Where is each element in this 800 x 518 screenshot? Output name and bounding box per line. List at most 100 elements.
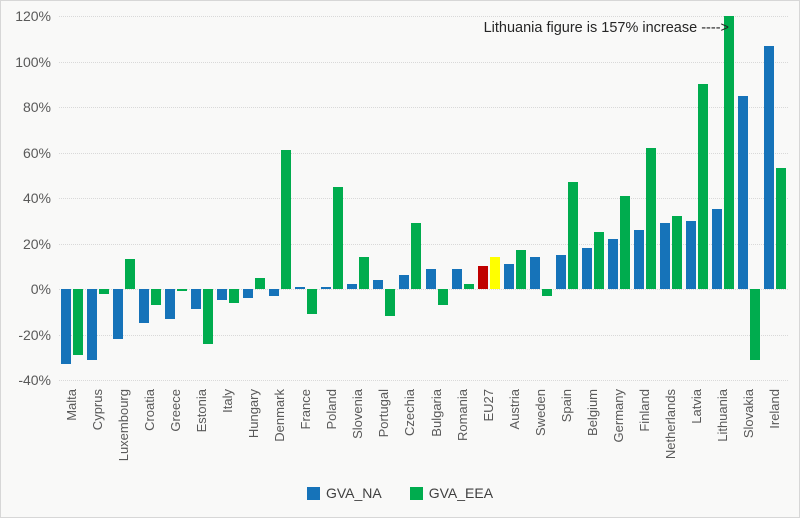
- xlabel-bulgaria: Bulgaria: [428, 389, 444, 437]
- ytick-label-20: 20%: [22, 235, 51, 252]
- gridline-20: [59, 243, 788, 245]
- bar-gva-eea-lithuania: [723, 16, 734, 289]
- xlabel-germany: Germany: [610, 389, 626, 443]
- bar-gva-na-austria: [503, 263, 514, 289]
- xlabel-belgium: Belgium: [584, 389, 600, 436]
- bar-gva-na-estonia: [191, 289, 202, 310]
- ytick-label-60: 60%: [22, 144, 51, 161]
- bar-gva-na-slovakia: [737, 95, 748, 289]
- bar-gva-eea-hungary: [255, 277, 266, 289]
- bar-gva-na-belgium: [581, 248, 592, 289]
- bar-gva-na-sweden: [529, 257, 540, 289]
- bar-gva-eea-finland: [645, 147, 656, 289]
- bar-gva-na-latvia: [685, 220, 696, 289]
- xlabel-spain: Spain: [558, 389, 574, 423]
- bar-gva-na-luxembourg: [113, 289, 124, 340]
- bar-gva-eea-denmark: [281, 150, 292, 289]
- bar-gva-eea-sweden: [541, 289, 552, 296]
- xlabel-latvia: Latvia: [688, 389, 704, 424]
- bar-gva-eea-austria: [515, 250, 526, 289]
- bar-gva-eea-slovenia: [359, 257, 370, 289]
- bar-gva-na-lithuania: [711, 209, 722, 289]
- xlabel-romania: Romania: [454, 389, 470, 442]
- xlabel-slovenia: Slovenia: [350, 389, 366, 439]
- xlabel-netherlands: Netherlands: [662, 389, 678, 460]
- bar-gva-na-denmark: [269, 289, 280, 296]
- bar-gva-na-bulgaria: [425, 268, 436, 289]
- bar-gva-na-italy: [217, 289, 228, 301]
- xlabel-austria: Austria: [506, 389, 522, 430]
- xlabel-denmark: Denmark: [272, 389, 288, 442]
- bar-gva-na-greece: [165, 289, 176, 319]
- gridline-40: [59, 198, 788, 199]
- bar-gva-na-hungary: [243, 289, 254, 299]
- gridline-0: [59, 289, 788, 290]
- xlabel-malta: Malta: [64, 389, 80, 421]
- bar-gva-na-portugal: [373, 279, 384, 289]
- xlabel-portugal: Portugal: [376, 389, 392, 438]
- xlabel-slovakia: Slovakia: [740, 389, 756, 439]
- bar-gva-na-ireland: [763, 45, 774, 289]
- legend-label-gva-eea: GVA_EEA: [428, 485, 494, 501]
- gridline--40: [59, 380, 788, 381]
- bar-gva-eea-italy: [229, 289, 240, 303]
- bar-gva-eea-poland: [333, 186, 344, 289]
- bar-gva-eea-latvia: [697, 84, 708, 289]
- gridline-60: [59, 152, 788, 154]
- bar-gva-na-eu27: [477, 266, 488, 289]
- legend-label-gva-na: GVA_NA: [325, 485, 382, 501]
- bar-gva-eea-romania: [463, 284, 474, 289]
- bar-gva-eea-estonia: [203, 289, 214, 344]
- ytick-label-40: 40%: [22, 190, 51, 206]
- legend-item-gva-na: GVA_NA: [306, 485, 382, 501]
- gridline-120: [59, 16, 788, 17]
- legend-item-gva-eea: GVA_EEA: [409, 485, 494, 501]
- ytick-label-80: 80%: [22, 99, 51, 115]
- bar-gva-eea-eu27: [489, 257, 500, 289]
- bar-gva-eea-netherlands: [671, 216, 682, 289]
- bar-gva-na-poland: [321, 286, 332, 289]
- xlabel-greece: Greece: [168, 389, 184, 432]
- bar-gva-na-finland: [633, 229, 644, 289]
- xlabel-croatia: Croatia: [142, 389, 158, 431]
- bar-gva-na-cyprus: [87, 289, 98, 360]
- bar-gva-na-france: [295, 286, 306, 289]
- bar-gva-eea-belgium: [593, 232, 604, 289]
- xlabel-cyprus: Cyprus: [90, 389, 106, 431]
- ytick-label-120: 120%: [15, 8, 51, 24]
- bar-gva-na-netherlands: [659, 223, 670, 289]
- bar-gva-eea-cyprus: [99, 289, 110, 294]
- bar-gva-eea-germany: [619, 195, 630, 289]
- bar-gva-eea-portugal: [385, 289, 396, 317]
- xlabel-hungary: Hungary: [246, 389, 262, 439]
- bar-gva-eea-france: [307, 289, 318, 315]
- lithuania-annotation: Lithuania figure is 157% increase ---->: [483, 20, 729, 36]
- xlabel-estonia: Estonia: [194, 389, 210, 433]
- xlabel-france: France: [298, 389, 314, 430]
- gridline--20: [59, 334, 788, 336]
- xlabel-finland: Finland: [636, 389, 652, 432]
- xlabel-italy: Italy: [220, 389, 236, 413]
- xlabel-sweden: Sweden: [532, 389, 548, 436]
- bar-gva-eea-malta: [73, 289, 84, 355]
- xlabel-eu27: EU27: [480, 389, 496, 422]
- bar-gva-na-croatia: [139, 289, 150, 324]
- xlabel-ireland: Ireland: [766, 389, 782, 429]
- xlabel-czechia: Czechia: [402, 389, 418, 436]
- gva-eea-swatch-icon: [409, 486, 423, 500]
- gva-na-swatch-icon: [306, 486, 320, 500]
- bar-gva-eea-spain: [567, 182, 578, 289]
- bar-gva-eea-luxembourg: [125, 259, 136, 289]
- ytick-label-0: 0%: [30, 281, 51, 297]
- gridline-100: [59, 61, 788, 63]
- bar-gva-eea-greece: [177, 289, 188, 292]
- ytick-label--20: -20%: [18, 326, 51, 343]
- ytick-label-100: 100%: [15, 53, 51, 70]
- legend: GVA_NA GVA_EEA: [1, 485, 799, 501]
- bar-gva-na-malta: [61, 289, 72, 365]
- xlabel-poland: Poland: [324, 389, 340, 430]
- bar-gva-eea-slovakia: [749, 289, 760, 360]
- bar-gva-eea-czechia: [411, 223, 422, 289]
